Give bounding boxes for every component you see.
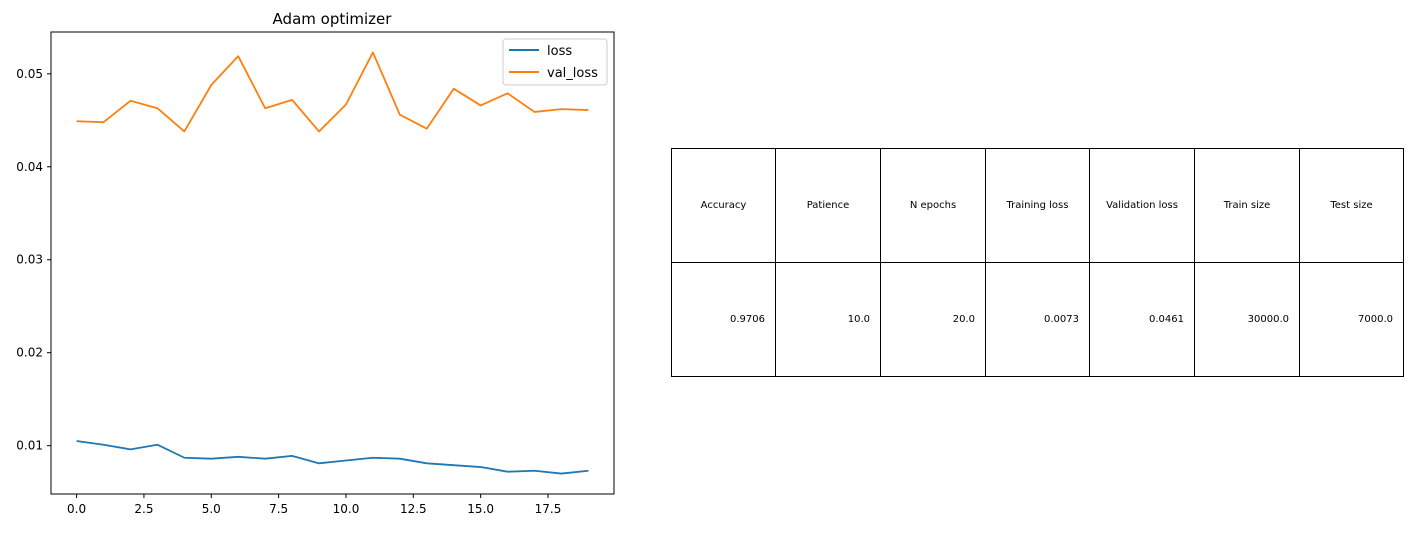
value-accuracy: 0.9706 (671, 262, 776, 377)
y-tick-label: 0.04 (16, 160, 43, 174)
table-header-row: Accuracy Patience N epochs Training loss… (671, 148, 1404, 263)
table-row: 0.9706 10.0 20.0 0.0073 0.0461 30000.0 7… (671, 262, 1404, 377)
header-training-loss: Training loss (985, 148, 1090, 263)
value-patience: 10.0 (775, 262, 881, 377)
y-tick-label: 0.01 (16, 439, 43, 453)
value-test-size: 7000.0 (1299, 262, 1404, 377)
legend: loss val_loss (502, 38, 608, 86)
value-training-loss: 0.0073 (985, 262, 1090, 377)
legend-label-loss: loss (547, 44, 572, 59)
header-accuracy: Accuracy (671, 148, 776, 263)
results-table: Accuracy Patience N epochs Training loss… (671, 148, 1404, 377)
header-test-size: Test size (1299, 148, 1404, 263)
x-tick-label: 0.0 (67, 502, 86, 516)
legend-label-val-loss: val_loss (547, 66, 598, 81)
header-validation-loss: Validation loss (1089, 148, 1195, 263)
plot-frame (50, 31, 615, 495)
x-tick-label: 10.0 (333, 502, 360, 516)
chart-title: Adam optimizer (273, 10, 393, 28)
value-n-epochs: 20.0 (880, 262, 986, 377)
y-tick-label: 0.05 (16, 67, 43, 81)
header-train-size: Train size (1194, 148, 1300, 263)
series-line-loss (76, 440, 589, 475)
x-tick-label: 7.5 (269, 502, 288, 516)
x-tick-label: 2.5 (134, 502, 153, 516)
x-tick-label: 15.0 (467, 502, 494, 516)
x-tick-label: 17.5 (535, 502, 562, 516)
value-train-size: 30000.0 (1194, 262, 1300, 377)
x-tick-label: 5.0 (202, 502, 221, 516)
y-tick-label: 0.02 (16, 346, 43, 360)
header-n-epochs: N epochs (880, 148, 986, 263)
y-tick-label: 0.03 (16, 253, 43, 267)
header-patience: Patience (775, 148, 881, 263)
x-tick-label: 12.5 (400, 502, 427, 516)
series-line-val-loss (76, 51, 589, 133)
value-validation-loss: 0.0461 (1089, 262, 1195, 377)
